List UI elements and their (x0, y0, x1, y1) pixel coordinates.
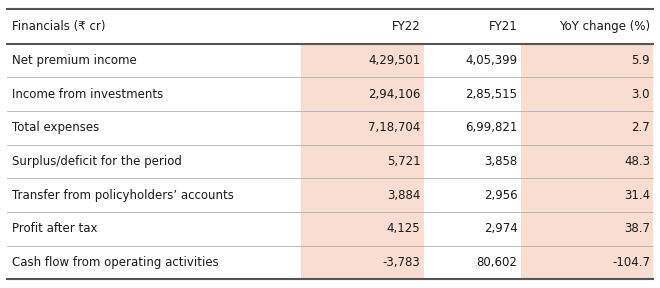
Text: 7,18,704: 7,18,704 (368, 122, 420, 134)
Bar (301, 44, 424, 279)
Text: Income from investments: Income from investments (12, 88, 163, 101)
Text: 38.7: 38.7 (624, 222, 650, 235)
Text: 3,858: 3,858 (484, 155, 517, 168)
Text: 4,05,399: 4,05,399 (465, 54, 517, 67)
Bar (7, 44, 301, 279)
Text: Surplus/deficit for the period: Surplus/deficit for the period (12, 155, 182, 168)
Text: 2,94,106: 2,94,106 (368, 88, 420, 101)
Text: 80,602: 80,602 (477, 256, 517, 269)
Text: YoY change (%): YoY change (%) (559, 20, 650, 33)
Text: 3,884: 3,884 (387, 189, 420, 202)
Bar (521, 9, 653, 44)
Text: 4,29,501: 4,29,501 (368, 54, 420, 67)
Text: 2.7: 2.7 (632, 122, 650, 134)
Text: 5,721: 5,721 (387, 155, 420, 168)
Bar (424, 44, 521, 279)
Text: 48.3: 48.3 (624, 155, 650, 168)
Text: Net premium income: Net premium income (12, 54, 137, 67)
Text: -104.7: -104.7 (612, 256, 650, 269)
Text: 6,99,821: 6,99,821 (465, 122, 517, 134)
Text: 2,956: 2,956 (484, 189, 517, 202)
Text: 5.9: 5.9 (632, 54, 650, 67)
Text: 31.4: 31.4 (624, 189, 650, 202)
Bar (301, 9, 424, 44)
Bar (521, 44, 653, 279)
Text: 4,125: 4,125 (387, 222, 420, 235)
Text: FY21: FY21 (489, 20, 517, 33)
Bar (7, 9, 301, 44)
Text: Cash flow from operating activities: Cash flow from operating activities (12, 256, 218, 269)
Text: -3,783: -3,783 (383, 256, 420, 269)
Text: 3.0: 3.0 (632, 88, 650, 101)
Text: Profit after tax: Profit after tax (12, 222, 98, 235)
Text: 2,85,515: 2,85,515 (465, 88, 517, 101)
Text: FY22: FY22 (392, 20, 420, 33)
Bar (424, 9, 521, 44)
Text: 2,974: 2,974 (484, 222, 517, 235)
Text: Transfer from policyholders’ accounts: Transfer from policyholders’ accounts (12, 189, 234, 202)
Text: Financials (₹ cr): Financials (₹ cr) (12, 20, 106, 33)
Text: Total expenses: Total expenses (12, 122, 99, 134)
